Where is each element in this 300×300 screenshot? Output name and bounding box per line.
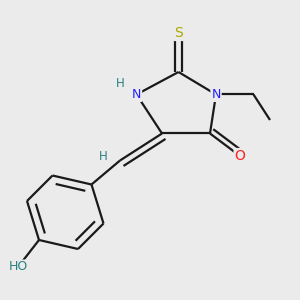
Text: H: H [116,77,124,91]
Text: N: N [132,88,141,101]
Text: S: S [174,26,183,40]
Text: N: N [211,88,221,101]
Text: HO: HO [8,260,28,274]
Text: H: H [99,149,108,163]
Text: O: O [235,149,245,163]
